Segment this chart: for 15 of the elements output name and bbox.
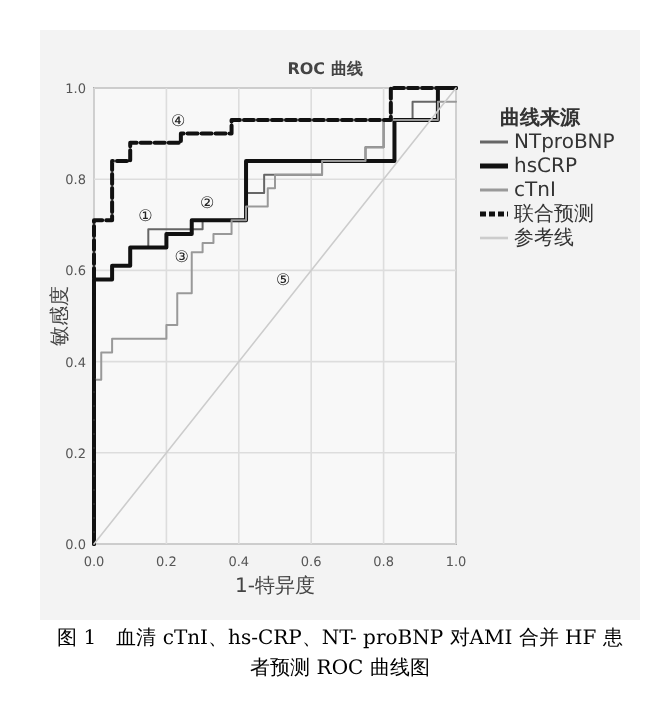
legend-label: hsCRP — [514, 156, 578, 178]
legend-label: cTnI — [514, 180, 556, 202]
chart-title: ROC 曲线 — [287, 60, 363, 78]
legend-label: NTproBNP — [514, 132, 615, 154]
annotation: ① — [138, 207, 153, 226]
y-axis-title: 敏感度 — [48, 286, 72, 346]
caption: 图 1 血清 cTnI、hs-CRP、NT- proBNP 对AMI 合并 HF 患者预测 ROC 曲线图 — [55, 625, 625, 684]
annotation: ⑤ — [275, 271, 291, 290]
legend-label: 联合预测 — [514, 202, 594, 226]
legend-title: 曲线来源 — [500, 106, 582, 130]
x-axis-title: 1-特异度 — [235, 574, 315, 598]
legend-label: 参考线 — [514, 226, 574, 250]
annotation: ④ — [170, 111, 186, 130]
annotation: ② — [199, 193, 215, 212]
annotation: ③ — [174, 248, 189, 267]
